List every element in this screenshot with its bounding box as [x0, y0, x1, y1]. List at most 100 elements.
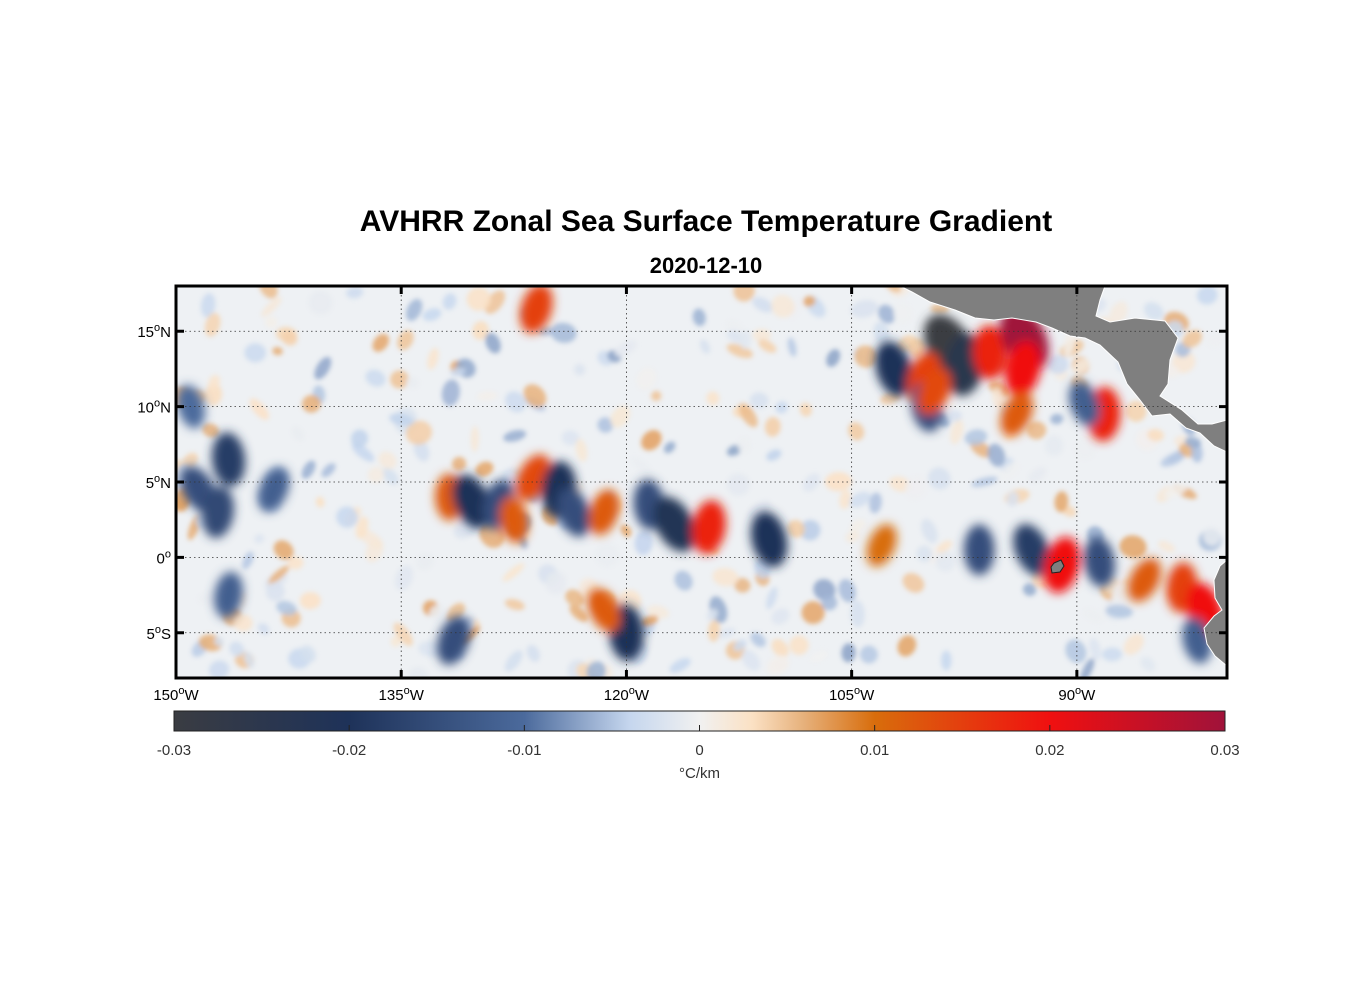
gradient-speck	[244, 651, 255, 669]
gradient-feature	[587, 588, 621, 632]
gradient-speck	[1147, 428, 1164, 442]
gradient-speck	[365, 369, 386, 387]
gradient-speck	[641, 430, 662, 451]
gradient-speck	[752, 296, 774, 313]
gradient-speck	[321, 463, 336, 478]
gradient-speck	[771, 294, 795, 318]
gradient-speck	[315, 496, 325, 508]
gradient-speck	[893, 303, 913, 324]
gradient-speck	[726, 473, 750, 496]
gradient-feature	[1127, 558, 1161, 602]
colorbar-unit-label: °C/km	[679, 765, 720, 782]
gradient-speck	[749, 392, 769, 409]
gradient-feature	[875, 341, 913, 397]
gradient-speck	[308, 290, 333, 315]
gradient-speck	[569, 605, 588, 622]
colorbar: -0.03 -0.02 -0.01 0 0.01 0.02 0.03 °C/km	[157, 710, 1240, 782]
gradient-speck	[561, 430, 580, 446]
gradient-speck	[987, 443, 1006, 467]
gradient-speck	[747, 500, 772, 520]
gradient-speck	[504, 650, 523, 672]
gradient-speck	[669, 658, 691, 673]
gradient-speck	[1054, 491, 1069, 513]
gradient-speck	[841, 643, 856, 663]
gradient-speck	[261, 296, 282, 317]
gradient-speck	[405, 298, 423, 321]
gradient-speck	[897, 635, 917, 657]
gradient-speck	[276, 600, 297, 616]
gradient-speck	[395, 565, 413, 591]
frame-ticks	[174, 286, 1227, 678]
gradient-speck	[200, 293, 216, 318]
gradient-speck	[902, 572, 925, 593]
gradient-speck	[950, 419, 964, 445]
gradient-speck	[418, 641, 442, 658]
gradient-speck	[799, 519, 821, 541]
chart-title: AVHRR Zonal Sea Surface Temperature Grad…	[359, 205, 1053, 238]
gradient-speck	[801, 601, 825, 625]
gradient-speck	[466, 287, 491, 311]
gradient-speck	[916, 545, 933, 562]
gradient-speck	[204, 383, 223, 406]
gradient-speck	[739, 330, 752, 350]
gradient-feature	[499, 496, 529, 543]
gradient-speck	[839, 489, 852, 509]
gradient-speck	[204, 312, 221, 337]
gradient-speck	[268, 565, 290, 585]
gradient-speck	[442, 293, 457, 310]
gradient-speck	[1140, 656, 1156, 672]
gradient-speck	[741, 649, 761, 671]
gradient-speck	[647, 605, 670, 619]
gradient-feature	[177, 384, 206, 429]
gradient-speck	[631, 457, 652, 475]
gradient-speck	[503, 429, 527, 442]
gradient-speck	[620, 524, 632, 538]
gradient-speck	[803, 295, 816, 307]
gradient-speck	[640, 615, 659, 627]
gradient-speck	[878, 304, 896, 324]
gradient-speck	[575, 438, 588, 462]
gradient-speck	[908, 338, 926, 358]
gradient-speck	[634, 530, 653, 556]
gradient-speck	[1125, 400, 1147, 422]
gradient-speck	[1083, 608, 1104, 623]
gradient-speck	[526, 644, 540, 662]
gradient-speck	[614, 340, 637, 357]
gradient-speck	[550, 322, 577, 343]
gradient-speck	[1102, 647, 1123, 662]
gradient-speck	[692, 308, 706, 327]
gradient-speck	[405, 420, 432, 445]
gradient-speck	[505, 391, 526, 413]
gradient-speck	[346, 286, 364, 299]
gradient-speck	[1026, 421, 1047, 440]
gradient-speck	[789, 635, 809, 655]
gradient-speck	[859, 645, 878, 664]
gradient-speck	[1119, 535, 1147, 559]
lat-label: 5oS	[147, 624, 171, 643]
gradient-speck	[771, 608, 790, 625]
gradient-speck	[470, 426, 479, 453]
gradient-speck	[355, 516, 369, 539]
gradient-speck	[472, 321, 489, 340]
gradient-speck	[484, 290, 506, 314]
gradient-speck	[946, 410, 962, 423]
gradient-speck	[244, 343, 267, 363]
gradient-speck	[699, 339, 711, 354]
gradient-feature	[917, 368, 952, 415]
gradient-speck	[291, 426, 304, 441]
gradient-speck	[873, 321, 890, 344]
gradient-feature	[1068, 381, 1100, 427]
gradient-speck	[771, 638, 789, 658]
gradient-speck	[734, 577, 751, 593]
gradient-feature	[519, 286, 553, 334]
gradient-speck	[597, 417, 614, 433]
gradient-speck	[198, 592, 215, 604]
gradient-speck	[928, 467, 951, 490]
gradient-speck	[1089, 638, 1102, 661]
central-america-land	[899, 286, 1227, 453]
gradient-speck	[214, 636, 224, 647]
gradient-speck	[429, 604, 447, 620]
gradient-speck	[389, 413, 414, 427]
